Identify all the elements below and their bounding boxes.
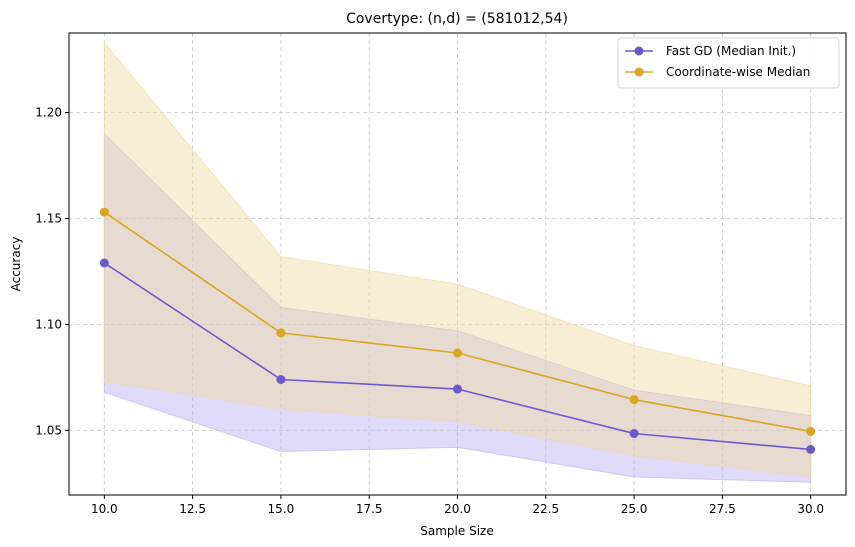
point-series-1 [453, 348, 462, 358]
point-series-0 [806, 444, 816, 454]
band-series-0 [103, 132, 812, 483]
chart-title: Covertype: (n,d) = (581012,54) [346, 11, 568, 27]
y-tick-label: 1.10 [35, 317, 62, 331]
x-tick-label: 22.5 [532, 502, 559, 516]
legend-marker-1 [634, 67, 644, 77]
y-tick-label: 1.20 [35, 105, 62, 119]
x-axis-label: Sample Size [420, 524, 493, 538]
x-tick-label: 30.0 [797, 502, 824, 516]
point-series-0 [276, 375, 286, 384]
y-tick-label: 1.15 [35, 211, 62, 225]
y-axis-label: Accuracy [9, 237, 23, 292]
x-tick-label: 27.5 [709, 502, 736, 516]
point-series-0 [629, 429, 639, 439]
legend-label-0: Fast GD (Median Init.) [666, 44, 796, 58]
point-series-1 [99, 207, 109, 217]
confidence-bands [103, 41, 812, 483]
point-series-1 [629, 395, 639, 405]
legend-frame [617, 37, 840, 89]
x-tick-label: 10.0 [91, 502, 118, 516]
y-tick-label: 1.05 [35, 423, 62, 437]
point-series-0 [453, 384, 462, 394]
point-series-1 [806, 426, 816, 436]
x-tick-label: 25.0 [621, 502, 648, 516]
x-tick-label: 15.0 [268, 502, 295, 516]
point-series-0 [99, 258, 109, 268]
x-tick-label: 20.0 [444, 502, 471, 516]
y-axis-ticks: 1.05 1.10 1.15 1.20 [35, 105, 69, 437]
x-axis-ticks: 10.0 12.5 15.0 17.5 20.0 22.5 25.0 27.5 30.0 [91, 495, 824, 516]
legend: Fast GD (Median Init.) Coordinate-wise Me… [617, 37, 840, 89]
x-tick-label: 17.5 [356, 502, 383, 516]
x-tick-label: 12.5 [179, 502, 206, 516]
point-series-1 [276, 328, 286, 338]
legend-marker-0 [634, 46, 644, 56]
legend-label-1: Coordinate-wise Median [666, 65, 810, 79]
series-points [99, 207, 816, 454]
band-series-1 [103, 41, 812, 478]
